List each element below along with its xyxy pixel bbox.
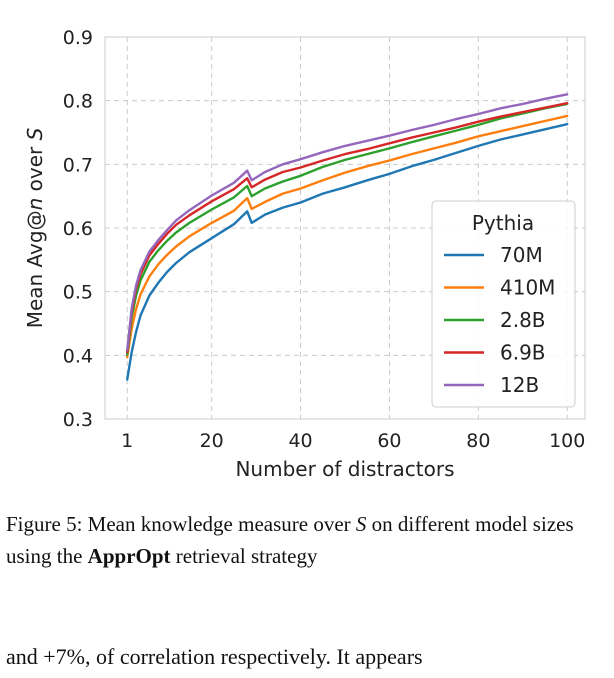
y-tick-label: 0.5	[63, 282, 93, 304]
line-chart: 1 20 40 60 80 100 0.3 0.4 0.5 0.6 0.7 0.8 0.9 Number…	[23, 27, 586, 481]
y-axis-label-var: n	[23, 198, 47, 211]
legend-label: 410M	[500, 276, 555, 300]
x-tick-label: 20	[200, 430, 224, 452]
series-line-70M	[125, 122, 569, 381]
series-line-12B	[125, 93, 569, 352]
series-line-2.8B	[125, 102, 569, 356]
legend-label: 2.8B	[500, 308, 546, 332]
y-axis-label: Mean Avg@n over S	[23, 127, 47, 328]
x-tick-label: 40	[288, 430, 312, 452]
caption-suffix: retrieval strategy	[170, 544, 318, 568]
y-tick-label: 0.4	[63, 345, 93, 367]
figure-caption: Figure 5: Mean knowledge measure over S …	[6, 508, 612, 572]
legend-items: 70M 410M 2.8B 6.9B 12B	[444, 243, 555, 397]
caption-strategy: ApprOpt	[87, 544, 171, 568]
x-axis-label: Number of distractors	[235, 457, 454, 481]
tick-labels: 1 20 40 60 80 100 0.3 0.4 0.5 0.6 0.7 0.8 0.9	[63, 27, 586, 452]
y-tick-label: 0.7	[63, 154, 93, 176]
legend-box	[431, 200, 576, 408]
y-axis-label-set: S	[23, 127, 47, 140]
plot-frame	[104, 36, 586, 420]
series-line-410M	[125, 114, 569, 359]
x-tick-label: 100	[549, 430, 585, 452]
legend-label: 6.9B	[500, 341, 546, 365]
legend: Pythia 70M 410M 2.8B 6.9B 12B	[431, 200, 576, 408]
y-tick-label: 0.6	[63, 218, 93, 240]
body-text: and +7%, of correlation respectively. It…	[6, 644, 423, 669]
caption-set-symbol: S	[355, 512, 367, 536]
caption-mid: on different model sizes using the	[6, 512, 574, 568]
legend-title: Pythia	[472, 211, 534, 235]
x-tick-label: 1	[121, 430, 133, 452]
series-line-6.9B	[125, 101, 569, 354]
y-tick-label: 0.8	[63, 91, 93, 113]
y-axis-label-mid: over	[23, 140, 47, 197]
caption-prefix: Figure 5: Mean knowledge measure over	[6, 512, 356, 536]
x-tick-label: 60	[377, 430, 401, 452]
y-axis-label-prefix: Mean Avg@	[23, 210, 47, 328]
y-tick-label: 0.3	[63, 409, 93, 431]
legend-label: 12B	[500, 373, 539, 397]
series-layer	[125, 93, 569, 381]
legend-label: 70M	[500, 243, 543, 267]
y-tick-label: 0.9	[63, 27, 93, 49]
x-tick-label: 80	[466, 430, 490, 452]
